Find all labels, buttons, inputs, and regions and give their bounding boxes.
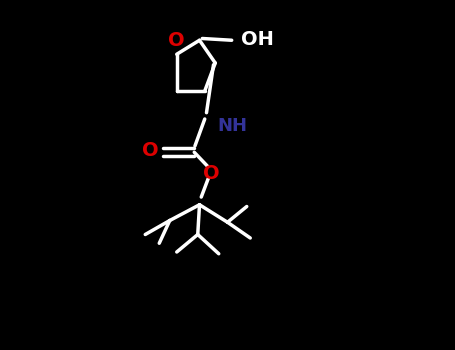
Text: OH: OH — [242, 30, 274, 49]
Text: O: O — [203, 164, 219, 183]
Text: O: O — [142, 141, 158, 160]
Text: O: O — [168, 31, 185, 50]
Text: NH: NH — [217, 117, 247, 135]
